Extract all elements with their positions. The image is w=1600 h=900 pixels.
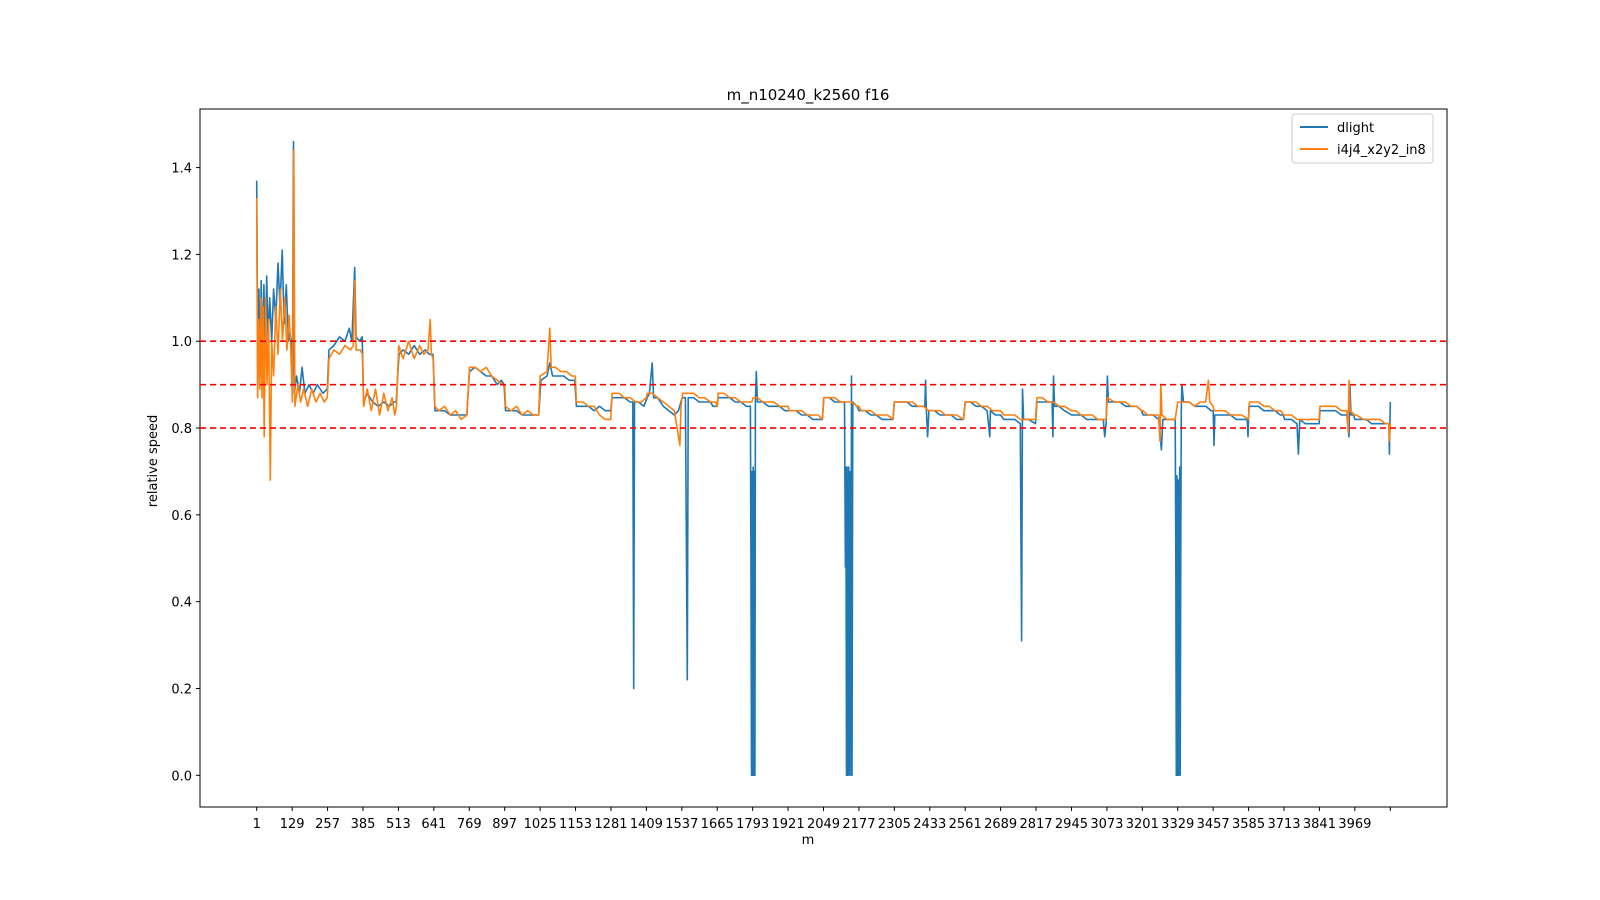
x-tick-label: 129 xyxy=(280,817,305,832)
x-tick-label: 641 xyxy=(421,817,446,832)
y-tick-label: 1.0 xyxy=(171,335,192,350)
x-tick-label: 3585 xyxy=(1232,817,1265,832)
x-tick-label: 1153 xyxy=(559,817,592,832)
x-tick-label: 385 xyxy=(351,817,376,832)
reference-lines xyxy=(200,340,1447,429)
y-tick-label: 0.8 xyxy=(171,422,192,437)
x-tick-label: 2689 xyxy=(984,817,1017,832)
x-tick-label: 3969 xyxy=(1338,817,1371,832)
x-tick-label: 2561 xyxy=(949,817,982,832)
y-tick-label: 1.2 xyxy=(171,248,192,263)
x-tick-label: 769 xyxy=(457,817,482,832)
x-axis-label: m xyxy=(802,833,815,848)
series-line-1 xyxy=(255,149,1392,481)
y-tick-label: 0.2 xyxy=(171,682,192,697)
x-tick-label: 257 xyxy=(315,817,340,832)
x-tick-label: 2049 xyxy=(807,817,840,832)
chart-title: m_n10240_k2560 f16 xyxy=(727,86,890,105)
x-tick-label: 2817 xyxy=(1019,817,1052,832)
x-tick-label: 513 xyxy=(386,817,411,832)
x-tick-label: 1 xyxy=(253,817,261,832)
x-tick-label: 1793 xyxy=(736,817,769,832)
x-tick-label: 2945 xyxy=(1055,817,1088,832)
y-axis-label: relative speed xyxy=(146,415,161,507)
y-tick-label: 1.4 xyxy=(171,162,192,177)
y-tick-label: 0.4 xyxy=(171,596,192,611)
legend-label-dlight: dlight xyxy=(1337,121,1374,136)
x-tick-label: 1537 xyxy=(665,817,698,832)
series-layer xyxy=(255,140,1392,777)
x-tick-label: 3841 xyxy=(1303,817,1336,832)
x-tick-label: 1025 xyxy=(524,817,557,832)
x-tick-label: 897 xyxy=(492,817,517,832)
legend: dlight i4j4_x2y2_in8 xyxy=(1291,113,1434,164)
x-tick-label: 3329 xyxy=(1161,817,1194,832)
y-axis-ticks: 0.0 0.2 0.4 0.6 0.8 1.0 1.2 1.4 xyxy=(171,162,200,784)
x-tick-label: 2305 xyxy=(878,817,911,832)
legend-label-i4j4: i4j4_x2y2_in8 xyxy=(1337,143,1426,158)
y-tick-label: 0.6 xyxy=(171,509,192,524)
x-tick-label: 1921 xyxy=(772,817,805,832)
x-tick-label: 1409 xyxy=(630,817,663,832)
y-tick-label: 0.0 xyxy=(171,769,192,784)
x-tick-label: 3457 xyxy=(1197,817,1230,832)
x-tick-label: 3201 xyxy=(1126,817,1159,832)
x-tick-label: 2177 xyxy=(842,817,875,832)
x-tick-label: 3073 xyxy=(1090,817,1123,832)
x-tick-label: 2433 xyxy=(913,817,946,832)
x-tick-label: 1665 xyxy=(701,817,734,832)
x-tick-label: 3713 xyxy=(1267,817,1300,832)
x-axis-ticks: 1 129 257 385 513 641 769 897 1025 1153 1281 1409 15… xyxy=(253,807,1391,832)
x-tick-label: 1281 xyxy=(594,817,627,832)
